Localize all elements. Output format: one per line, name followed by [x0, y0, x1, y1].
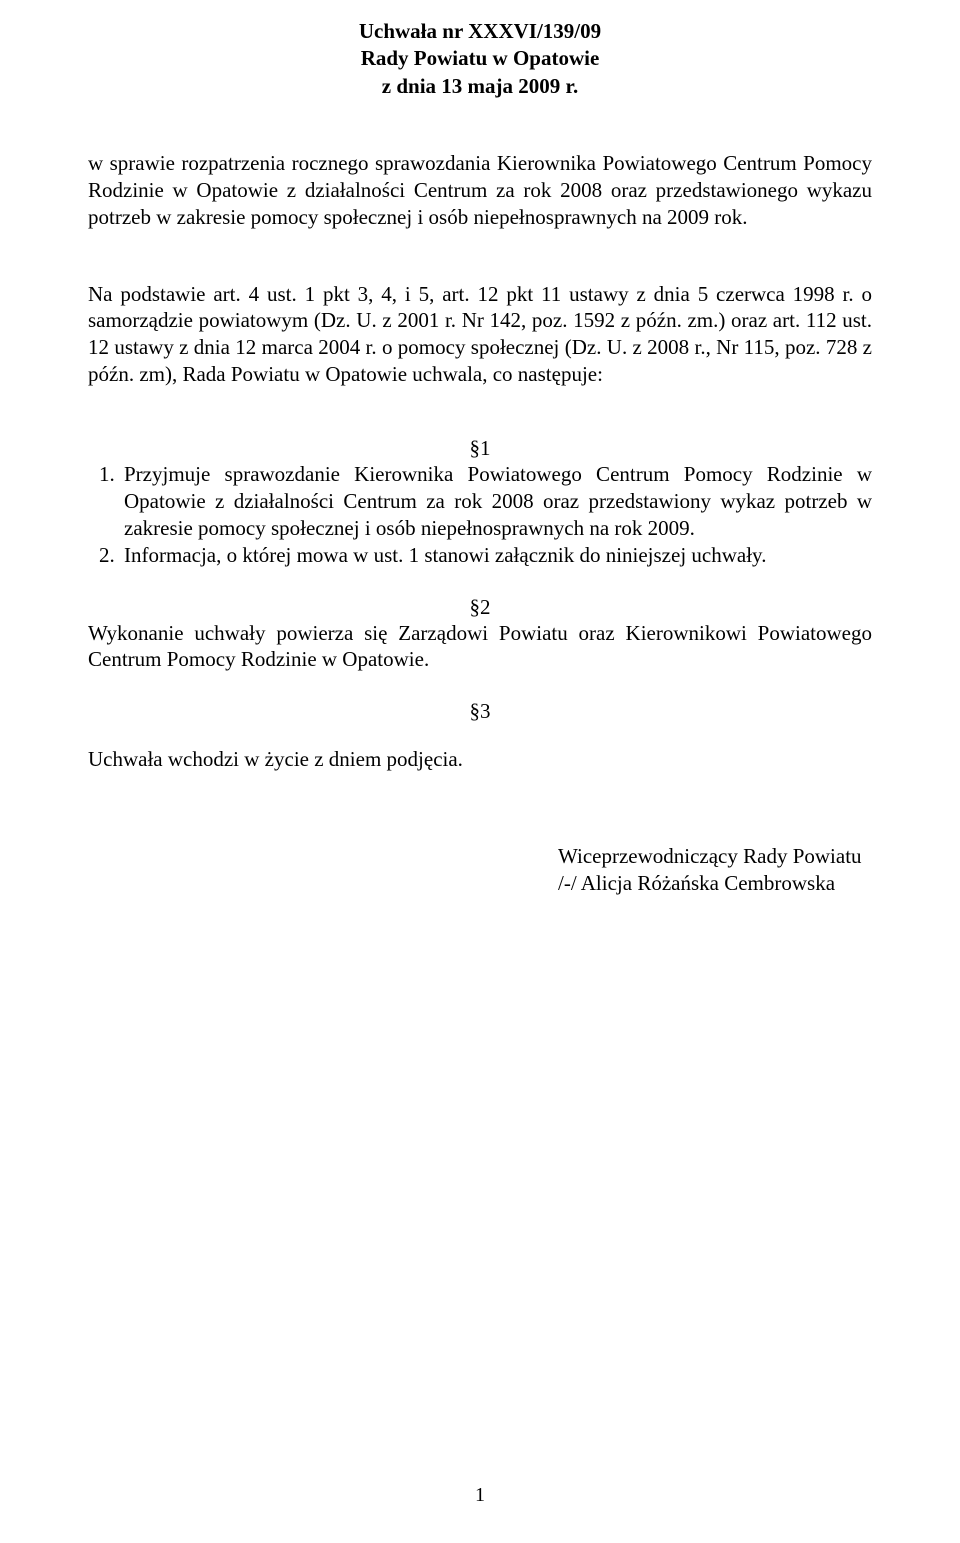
section-2-mark: §2: [88, 595, 872, 620]
header-line-3: z dnia 13 maja 2009 r.: [88, 73, 872, 100]
signature-name: /-/ Alicja Różańska Cembrowska: [558, 870, 872, 897]
subject-paragraph: w sprawie rozpatrzenia rocznego sprawozd…: [88, 150, 872, 231]
legal-basis-paragraph: Na podstawie art. 4 ust. 1 pkt 3, 4, i 5…: [88, 281, 872, 389]
list-item: Informacja, o której mowa w ust. 1 stano…: [120, 542, 872, 569]
document-page: Uchwała nr XXXVI/139/09 Rady Powiatu w O…: [0, 0, 960, 1543]
section-3-mark: §3: [88, 699, 872, 724]
page-number: 1: [0, 1484, 960, 1507]
signature-block: Wiceprzewodniczący Rady Powiatu /-/ Alic…: [558, 843, 872, 897]
section-1-mark: §1: [88, 436, 872, 461]
section-2-text: Wykonanie uchwały powierza się Zarządowi…: [88, 620, 872, 674]
list-item: Przyjmuje sprawozdanie Kierownika Powiat…: [120, 461, 872, 542]
header-line-2: Rady Powiatu w Opatowie: [88, 45, 872, 72]
section-1-list: Przyjmuje sprawozdanie Kierownika Powiat…: [88, 461, 872, 569]
header-line-1: Uchwała nr XXXVI/139/09: [88, 18, 872, 45]
document-header: Uchwała nr XXXVI/139/09 Rady Powiatu w O…: [88, 18, 872, 100]
signature-title: Wiceprzewodniczący Rady Powiatu: [558, 843, 872, 870]
section-3-text: Uchwała wchodzi w życie z dniem podjęcia…: [88, 746, 872, 773]
